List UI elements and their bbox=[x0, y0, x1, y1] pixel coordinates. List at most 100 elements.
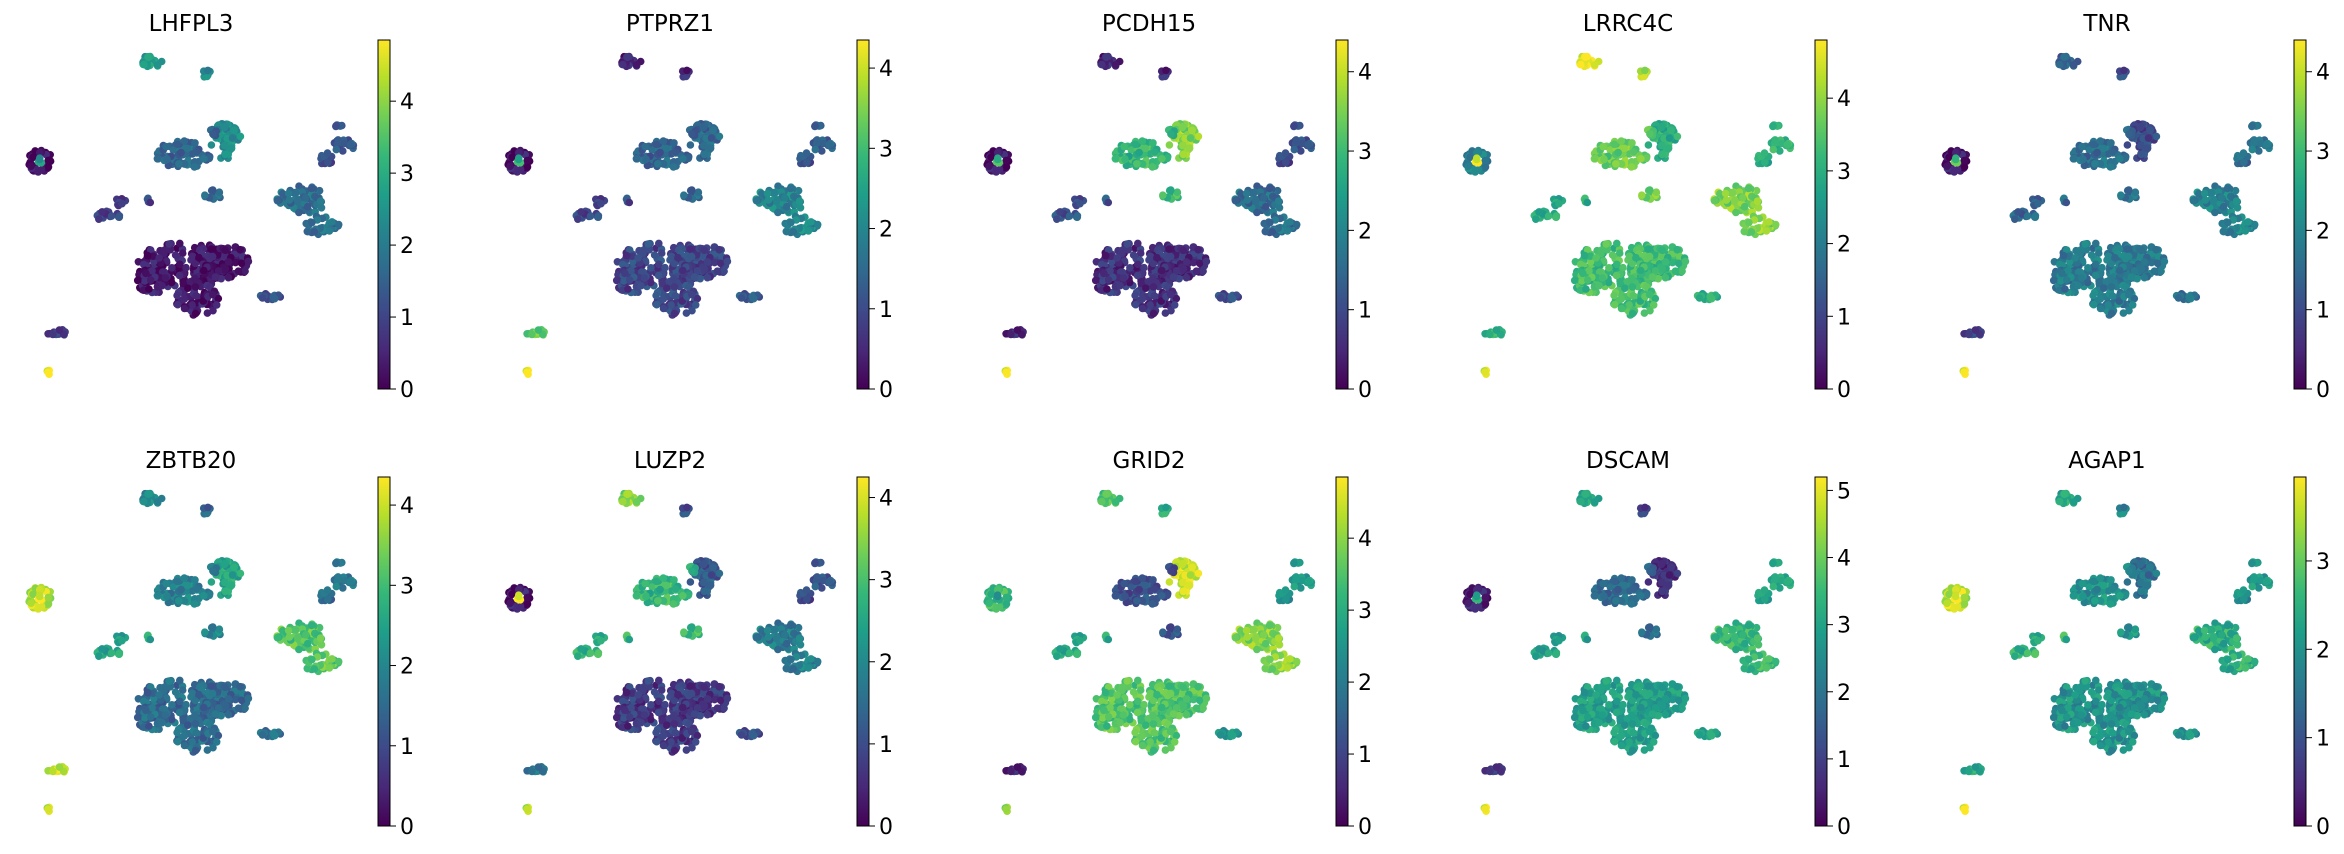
panel-title: PTPRZ1 bbox=[626, 11, 714, 37]
scatter-point bbox=[1013, 326, 1022, 334]
scatter-point bbox=[1486, 330, 1494, 339]
scatter-point bbox=[1216, 294, 1225, 302]
scatter-point bbox=[1628, 283, 1637, 291]
scatter-point bbox=[2089, 300, 2098, 309]
scatter-point bbox=[1101, 251, 1110, 260]
scatter-point bbox=[324, 158, 332, 167]
scatter-point bbox=[323, 586, 332, 594]
scatter-point bbox=[2143, 144, 2152, 153]
scatter-point bbox=[632, 155, 641, 163]
scatter-point bbox=[214, 294, 223, 303]
scatter-point bbox=[177, 148, 185, 157]
scatter-point bbox=[1610, 291, 1618, 300]
scatter-point bbox=[1481, 368, 1489, 376]
scatter-point bbox=[165, 677, 173, 685]
scatter-point bbox=[621, 269, 629, 278]
scatter-point bbox=[2117, 191, 2125, 199]
scatter-point bbox=[269, 292, 277, 301]
scatter-point bbox=[224, 710, 233, 719]
scatter-point bbox=[2174, 294, 2183, 302]
scatter-point bbox=[508, 153, 516, 162]
scatter-point bbox=[212, 738, 221, 746]
colorbar-tick-label: 0 bbox=[2316, 378, 2330, 403]
scatter-point bbox=[693, 294, 702, 303]
scatter-point bbox=[2189, 196, 2198, 205]
scatter-point bbox=[1610, 300, 1619, 309]
scatter-point bbox=[612, 276, 621, 285]
scatter-point bbox=[1617, 137, 1626, 145]
scatter-point bbox=[648, 146, 657, 154]
scatter-point bbox=[1613, 260, 1621, 269]
scatter-point bbox=[221, 150, 230, 159]
scatter-point bbox=[1002, 163, 1011, 171]
scatter-point bbox=[2233, 204, 2242, 212]
scatter-point bbox=[1135, 148, 1143, 157]
scatter-point bbox=[702, 134, 710, 143]
scatter-point bbox=[723, 257, 732, 266]
scatter-point bbox=[201, 191, 209, 199]
scatter-point bbox=[781, 194, 789, 202]
scatter-point bbox=[1170, 301, 1179, 309]
scatter-point bbox=[220, 560, 229, 569]
scatter-point bbox=[639, 248, 647, 257]
scatter-point bbox=[1740, 202, 1749, 211]
scatter-point bbox=[180, 160, 189, 168]
scatter-point bbox=[1134, 260, 1142, 269]
scatter-point bbox=[44, 593, 52, 602]
scatter-point bbox=[140, 497, 148, 506]
scatter-point bbox=[2106, 163, 2115, 171]
scatter-point bbox=[2140, 258, 2149, 266]
scatter-point bbox=[1098, 60, 1106, 69]
scatter-point bbox=[2211, 208, 2219, 217]
scatter-point bbox=[178, 249, 187, 257]
scatter-point bbox=[2084, 264, 2092, 272]
scatter-point bbox=[325, 664, 334, 672]
scatter-point bbox=[307, 184, 316, 193]
scatter-point bbox=[292, 626, 300, 634]
scatter-point bbox=[1149, 283, 1158, 291]
scatter-point bbox=[1178, 141, 1187, 150]
scatter-point bbox=[304, 227, 312, 236]
scatter-points bbox=[25, 52, 358, 379]
scatter-point bbox=[1615, 249, 1624, 257]
scatter-point bbox=[2127, 273, 2136, 281]
scatter-point bbox=[175, 708, 184, 717]
scatter-point bbox=[1661, 273, 1670, 282]
scatter-point bbox=[1242, 189, 1251, 198]
scatter-point bbox=[1091, 276, 1100, 285]
scatter-point bbox=[1104, 276, 1113, 284]
scatter-point bbox=[625, 246, 634, 254]
scatter-point bbox=[1657, 123, 1666, 132]
scatter-point bbox=[1620, 144, 1628, 153]
scatter-point bbox=[807, 218, 815, 226]
scatter-point bbox=[148, 267, 156, 275]
scatter-point bbox=[1608, 251, 1617, 259]
scatter-point bbox=[1129, 251, 1138, 259]
scatter-point bbox=[680, 191, 688, 199]
scatter-point bbox=[209, 306, 217, 315]
scatter-point bbox=[1133, 271, 1142, 280]
scatter-point bbox=[190, 711, 199, 720]
scatter-point bbox=[234, 704, 243, 712]
scatter-point bbox=[693, 267, 702, 275]
scatter-point bbox=[737, 294, 746, 302]
scatter-point bbox=[303, 639, 312, 648]
scatter-point bbox=[700, 246, 708, 255]
scatter-point bbox=[2104, 252, 2113, 261]
scatter-point bbox=[140, 60, 148, 69]
scatter-point bbox=[656, 148, 664, 157]
scatter-point bbox=[597, 199, 605, 208]
scatter-point bbox=[1953, 165, 1962, 174]
scatter-point bbox=[667, 252, 676, 261]
scatter-point bbox=[2125, 186, 2133, 194]
scatter-point bbox=[655, 260, 663, 269]
scatter-point bbox=[2224, 218, 2232, 227]
scatter-point bbox=[2146, 126, 2154, 135]
scatter-point bbox=[696, 274, 704, 283]
scatter-point bbox=[619, 60, 627, 69]
scatter-point bbox=[176, 239, 184, 248]
colorbar-tick-label: 3 bbox=[400, 162, 414, 187]
scatter-point bbox=[2099, 144, 2107, 153]
scatter-point bbox=[200, 592, 208, 600]
scatter-point bbox=[623, 53, 632, 61]
